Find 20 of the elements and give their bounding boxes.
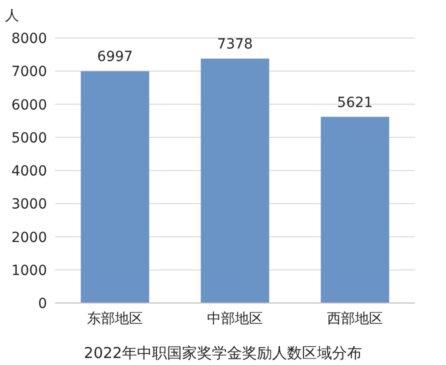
y-tick-label: 3000 <box>11 196 47 213</box>
y-tick-label: 8000 <box>11 31 47 47</box>
x-tick-label: 东部地区 <box>87 311 143 327</box>
y-tick-label: 0 <box>38 296 47 312</box>
y-tick-label: 6000 <box>11 97 47 114</box>
data-label: 6997 <box>97 49 133 66</box>
data-label: 7378 <box>217 36 253 53</box>
text: 2022年中职国家奖学金奖励人数区域分布 <box>84 344 362 362</box>
y-tick-label: 4000 <box>11 164 47 180</box>
y-tick-label: 7000 <box>11 64 47 80</box>
bar <box>80 71 150 303</box>
y-tick-label: 1000 <box>11 262 47 279</box>
x-tick-label: 中部地区 <box>207 311 263 327</box>
data-label: 5621 <box>337 94 373 111</box>
y-tick-label: 5000 <box>11 130 47 146</box>
bar <box>200 58 270 303</box>
x-tick-label: 西部地区 <box>327 311 383 327</box>
y-axis-title: 人 <box>5 8 19 24</box>
bar <box>320 116 390 303</box>
y-tick-label: 2000 <box>11 230 47 246</box>
